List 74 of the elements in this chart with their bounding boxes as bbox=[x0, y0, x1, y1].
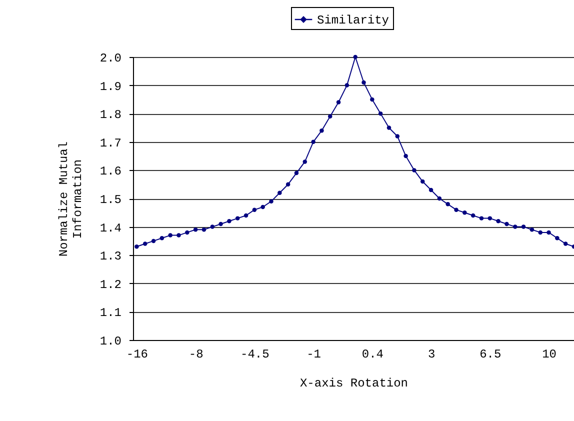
x-tick-label: 3 bbox=[428, 348, 436, 362]
point bbox=[362, 80, 366, 85]
point bbox=[538, 230, 542, 235]
point bbox=[227, 219, 232, 224]
x-tick-label: 10 bbox=[542, 348, 556, 362]
point bbox=[344, 83, 350, 88]
point bbox=[437, 196, 442, 201]
point bbox=[160, 236, 164, 240]
y-tick-label: 2.0 bbox=[100, 52, 122, 66]
x-tick-label: -4.5 bbox=[240, 348, 270, 362]
point bbox=[563, 242, 568, 246]
x-tick-label: -1 bbox=[306, 348, 322, 362]
point bbox=[311, 140, 316, 144]
point bbox=[244, 213, 248, 218]
point bbox=[302, 160, 308, 164]
point bbox=[210, 224, 215, 229]
point bbox=[353, 54, 358, 60]
point bbox=[428, 188, 434, 192]
point bbox=[235, 216, 240, 220]
y-tick-label: 1.1 bbox=[100, 306, 122, 320]
point bbox=[513, 224, 518, 229]
point bbox=[404, 154, 408, 158]
point bbox=[488, 216, 492, 220]
y-tick-label: 1.9 bbox=[100, 80, 122, 94]
point bbox=[185, 230, 190, 235]
point bbox=[151, 238, 156, 244]
point bbox=[252, 208, 257, 212]
point bbox=[278, 190, 282, 195]
point bbox=[336, 100, 341, 104]
point bbox=[176, 233, 181, 238]
point bbox=[142, 242, 148, 246]
point bbox=[412, 168, 416, 172]
point bbox=[470, 213, 476, 218]
point bbox=[260, 204, 265, 210]
y-tick-label: 1.5 bbox=[100, 193, 122, 207]
point bbox=[193, 228, 198, 232]
point bbox=[420, 179, 425, 184]
point bbox=[168, 233, 172, 238]
y-tick-label: 1.3 bbox=[100, 250, 122, 264]
point bbox=[328, 114, 332, 119]
y-tick-label: 1.4 bbox=[100, 221, 122, 236]
x-tick-label: -8 bbox=[188, 348, 204, 362]
point bbox=[546, 230, 551, 235]
y-tick-label: 1.8 bbox=[100, 108, 122, 122]
point bbox=[454, 208, 458, 212]
point bbox=[320, 128, 324, 133]
y-tick-label: 1.7 bbox=[100, 136, 122, 150]
x-tick-label: 6.5 bbox=[480, 348, 502, 362]
x-tick-label: -16 bbox=[126, 348, 148, 362]
point bbox=[496, 219, 500, 224]
point bbox=[530, 228, 534, 232]
point bbox=[269, 199, 274, 204]
y-tick-label: 1.2 bbox=[100, 278, 122, 292]
point bbox=[134, 244, 139, 249]
point bbox=[378, 111, 383, 116]
point bbox=[286, 182, 290, 186]
point bbox=[202, 228, 206, 232]
point bbox=[479, 216, 484, 220]
x-tick-label: 0.4 bbox=[362, 348, 384, 362]
point bbox=[386, 126, 392, 130]
point bbox=[555, 236, 560, 240]
point bbox=[370, 97, 374, 102]
legend-label: Similarity bbox=[317, 14, 390, 28]
y-axis-title: Normalize Mutual Information bbox=[56, 141, 85, 257]
point bbox=[462, 210, 467, 215]
point bbox=[521, 224, 526, 229]
point bbox=[395, 134, 400, 138]
point bbox=[218, 222, 223, 226]
y-tick-label: 1.6 bbox=[100, 164, 122, 179]
x-axis-title: X-axis Rotation bbox=[300, 376, 408, 390]
point bbox=[294, 170, 299, 176]
y-tick-label: 1.0 bbox=[100, 334, 122, 348]
point bbox=[446, 202, 450, 206]
point bbox=[504, 222, 509, 226]
